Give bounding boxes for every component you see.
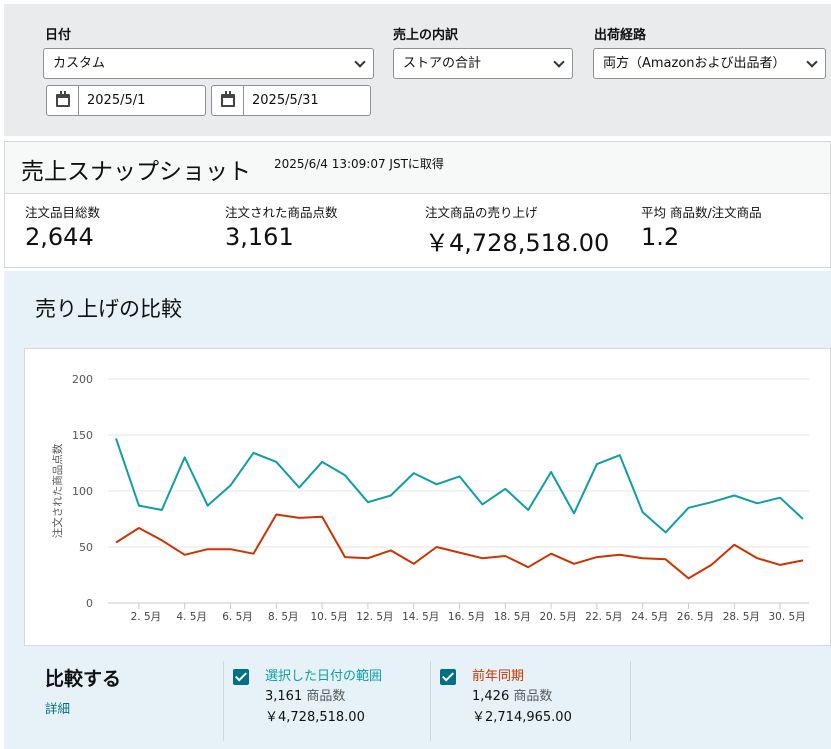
- metric-total-order-items: 注文品目総数 2,644: [25, 202, 100, 251]
- calendar-icon: [220, 91, 235, 107]
- metric-label: 注文品目総数: [25, 205, 101, 220]
- sales-comparison-chart: 0 50 100 150 200 2. 5月 4. 5月 6. 5月 8. 5月 10. 5月 12…: [24, 348, 831, 646]
- metric-label: 注文された商品点数: [225, 205, 338, 220]
- x-tick-label: 6. 5月: [222, 611, 253, 623]
- breakdown-value: ストアの合計: [403, 56, 482, 71]
- compare-label: 比較する: [45, 668, 122, 690]
- metric-value: ￥4,728,518.00: [425, 229, 610, 257]
- legend-count: 1,426: [472, 689, 510, 704]
- y-tick-label: 200: [72, 373, 93, 386]
- date-range-value: カスタム: [53, 56, 106, 71]
- y-tick-label: 0: [86, 597, 93, 610]
- end-date-calendar-button[interactable]: [212, 86, 244, 115]
- x-tick-label: 16. 5月: [448, 611, 485, 623]
- y-tick-label: 50: [79, 541, 93, 554]
- sales-snapshot-panel: 売上スナップショット 2025/6/4 13:09:07 JSTに取得 注文品目…: [4, 141, 831, 268]
- x-tick-label: 18. 5月: [494, 611, 531, 623]
- chart-svg: 0 50 100 150 200 2. 5月 4. 5月 6. 5月 8. 5月 10. 5月 12…: [51, 373, 809, 623]
- metric-units-ordered: 注文された商品点数 3,161: [225, 202, 338, 251]
- start-date-field[interactable]: 2025/5/1: [46, 85, 206, 116]
- chevron-down-icon: [806, 56, 818, 68]
- legend-units: 3,161 商品数: [265, 685, 345, 704]
- comparison-legend: 比較する 詳細 選択した日付の範囲 3,161 商品数 ￥4,728,518.0…: [4, 651, 831, 749]
- snapshot-header: 売上スナップショット 2025/6/4 13:09:07 JSTに取得: [5, 142, 830, 194]
- metric-value: 1.2: [641, 223, 680, 251]
- metric-value: 3,161: [225, 223, 294, 251]
- channel-value: 両方（Amazonおよび出品者）: [603, 56, 786, 71]
- metric-label: 平均 商品数/注文商品: [641, 205, 762, 220]
- x-tick-label: 8. 5月: [268, 611, 299, 623]
- filter-bar: 日付 カスタム 2025/5/1 2025/5/31 売上の内訳 ストアの合計 …: [4, 4, 831, 136]
- start-date-value: 2025/5/1: [87, 93, 146, 108]
- x-tick-label: 4. 5月: [176, 611, 207, 623]
- comparison-title: 売り上げの比較: [35, 297, 182, 321]
- x-tick-label: 30. 5月: [768, 611, 805, 623]
- legend-unit: 商品数: [513, 689, 553, 704]
- metric-value: 2,644: [25, 223, 94, 251]
- chevron-down-icon: [553, 56, 565, 68]
- x-tick-label: 24. 5月: [631, 611, 668, 623]
- legend-units: 1,426 商品数: [472, 685, 552, 704]
- previous-year-checkbox[interactable]: [440, 669, 456, 685]
- legend-series-name: 前年同期: [472, 669, 525, 684]
- date-filter-label: 日付: [45, 28, 72, 43]
- x-tick-label: 12. 5月: [356, 611, 393, 623]
- metric-avg-units-per-item: 平均 商品数/注文商品 1.2: [641, 202, 762, 251]
- breakdown-filter-label: 売上の内訳: [393, 28, 459, 43]
- channel-select[interactable]: 両方（Amazonおよび出品者）: [593, 48, 826, 79]
- end-date-value: 2025/5/31: [252, 93, 319, 108]
- divider: [630, 661, 631, 741]
- y-tick-label: 100: [72, 485, 93, 498]
- start-date-calendar-button[interactable]: [47, 86, 79, 115]
- channel-filter-label: 出荷経路: [594, 28, 647, 43]
- chevron-down-icon: [354, 56, 366, 68]
- x-tick-label: 14. 5月: [402, 611, 439, 623]
- x-tick-label: 22. 5月: [585, 611, 622, 623]
- date-range-select[interactable]: カスタム: [43, 48, 374, 79]
- breakdown-select[interactable]: ストアの合計: [393, 48, 573, 79]
- snapshot-timestamp: 2025/6/4 13:09:07 JSTに取得: [274, 157, 444, 171]
- current-range-checkbox[interactable]: [233, 669, 249, 685]
- snapshot-title: 売上スナップショット: [21, 159, 251, 185]
- y-axis-label: 注文された商品点数: [51, 443, 64, 538]
- sales-comparison-panel: 売り上げの比較 0 50 100 150 200 2. 5月 4. 5月 6. 5月 8. 5月…: [4, 271, 831, 749]
- legend-amount: ￥4,728,518.00: [265, 710, 365, 725]
- legend-amount: ￥2,714,965.00: [472, 710, 572, 725]
- divider: [430, 661, 431, 741]
- metric-label: 注文商品の売り上げ: [425, 205, 538, 220]
- x-tick-label: 10. 5月: [310, 611, 347, 623]
- x-tick-label: 20. 5月: [539, 611, 576, 623]
- end-date-field[interactable]: 2025/5/31: [211, 85, 371, 116]
- x-tick-label: 2. 5月: [131, 611, 162, 623]
- series-line: [115, 438, 804, 534]
- series-line: [115, 513, 804, 580]
- details-link[interactable]: 詳細: [45, 701, 71, 716]
- divider: [223, 661, 224, 741]
- calendar-icon: [55, 91, 70, 107]
- x-tick-label: 26. 5月: [677, 611, 714, 623]
- legend-series-name: 選択した日付の範囲: [265, 669, 383, 684]
- legend-unit: 商品数: [306, 689, 346, 704]
- legend-count: 3,161: [265, 689, 303, 704]
- metric-ordered-product-sales: 注文商品の売り上げ ￥4,728,518.00: [425, 202, 609, 258]
- y-tick-label: 150: [72, 429, 93, 442]
- x-tick-label: 28. 5月: [723, 611, 760, 623]
